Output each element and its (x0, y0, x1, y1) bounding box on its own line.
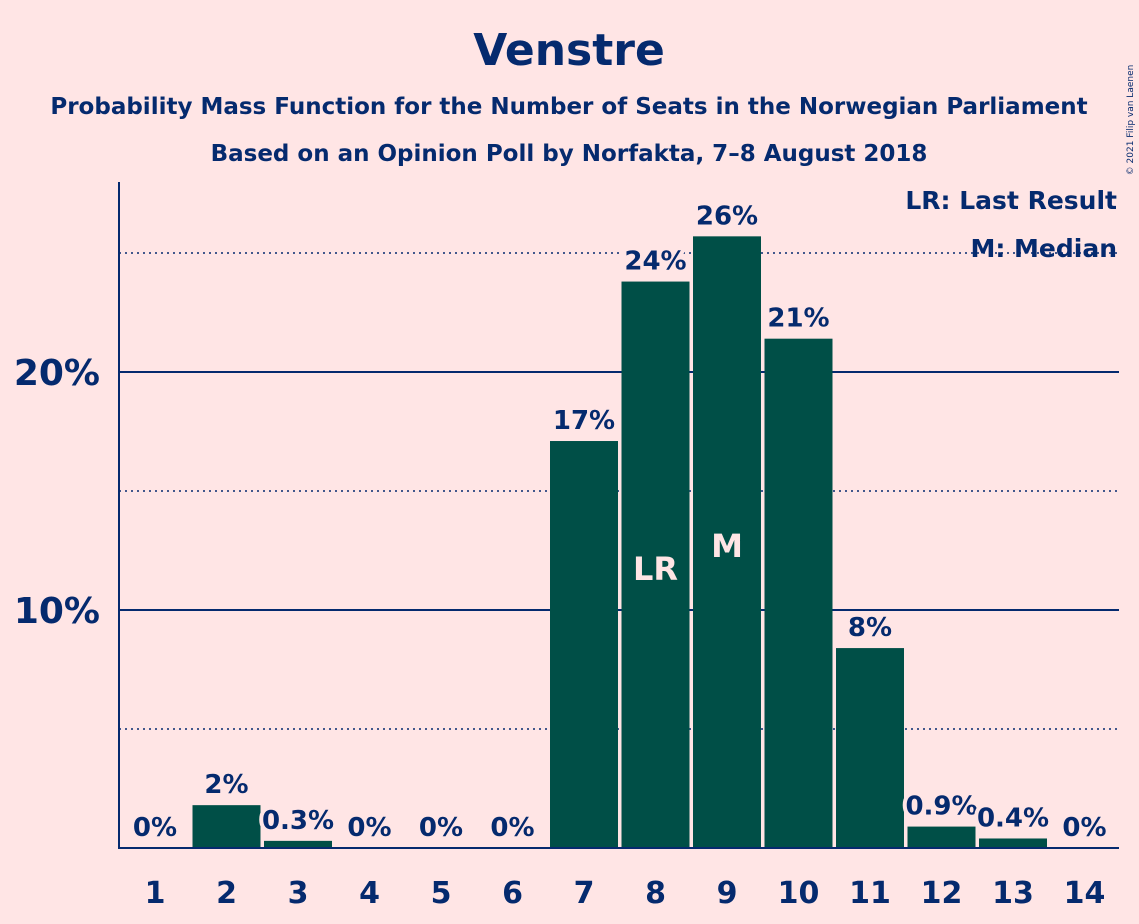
legend-entry: LR: Last Result (905, 186, 1117, 215)
bar-seats-11 (836, 648, 904, 848)
bar-seats-13 (979, 838, 1047, 848)
bar-seats-2 (192, 805, 261, 848)
bar-markers: LR M (633, 527, 743, 588)
bar-value-label: 2% (204, 770, 248, 800)
legend: LR: Last Result M: Median (905, 186, 1117, 263)
bar-marker-lr: LR (633, 550, 678, 588)
bar-value-label: 0.4% (977, 803, 1049, 833)
bar-value-label: 24% (624, 247, 686, 277)
bar-value-label: 0% (490, 813, 534, 843)
bar-seats-9 (693, 236, 761, 849)
bar-value-label: 0% (1062, 813, 1106, 843)
bar-value-label: 0% (133, 813, 177, 843)
x-axis-ticks: 1 2 3 4 5 6 7 8 9 10 11 12 13 14 (145, 876, 1106, 911)
x-tick-label: 9 (717, 876, 738, 911)
copyright-note: © 2021 Filip van Laenen (1126, 65, 1136, 176)
x-tick-label: 13 (992, 876, 1034, 911)
bar-seats-8 (621, 281, 690, 848)
x-tick-label: 8 (645, 876, 666, 911)
bar-value-label: 0% (419, 813, 463, 843)
legend-entry: M: Median (970, 234, 1117, 263)
x-tick-label: 2 (216, 876, 237, 911)
bar-marker-m: M (711, 527, 743, 565)
gridlines (119, 252, 1119, 730)
bar-value-label: 0.3% (262, 806, 334, 836)
x-tick-label: 6 (502, 876, 523, 911)
chart-subtitle-1: Probability Mass Function for the Number… (50, 94, 1087, 120)
bar-seats-7 (550, 441, 618, 848)
axes (118, 182, 1119, 849)
x-tick-label: 10 (778, 876, 820, 911)
x-tick-label: 7 (574, 876, 595, 911)
bar-value-label: 21% (767, 304, 829, 334)
y-axis-ticks: 10% 20% (14, 353, 100, 632)
bar-seats-12 (907, 826, 976, 848)
bar-value-label: 0% (347, 813, 391, 843)
x-tick-label: 14 (1064, 876, 1106, 911)
y-tick-label: 20% (14, 353, 100, 394)
x-tick-label: 4 (359, 876, 380, 911)
y-tick-label: 10% (14, 591, 100, 632)
bar-seats-10 (764, 338, 833, 848)
bar-value-label: 17% (553, 406, 615, 436)
chart-title: Venstre (473, 25, 665, 76)
bar-seats-3 (264, 840, 332, 848)
chart-subtitle-2: Based on an Opinion Poll by Norfakta, 7–… (211, 141, 928, 167)
bars (192, 236, 1047, 849)
bar-value-label: 8% (848, 613, 892, 643)
bar-value-label: 26% (696, 201, 758, 231)
x-tick-label: 11 (849, 876, 891, 911)
bar-value-labels: 0% 2% 0.3% 0% 0% 0% 17% 24% 26% 21% 8% 0.9% 0.4% 0% (129, 197, 1111, 847)
x-tick-label: 5 (431, 876, 452, 911)
bar-value-label: 0.9% (905, 792, 977, 822)
x-tick-label: 1 (145, 876, 166, 911)
x-tick-label: 12 (921, 876, 963, 911)
x-tick-label: 3 (288, 876, 309, 911)
